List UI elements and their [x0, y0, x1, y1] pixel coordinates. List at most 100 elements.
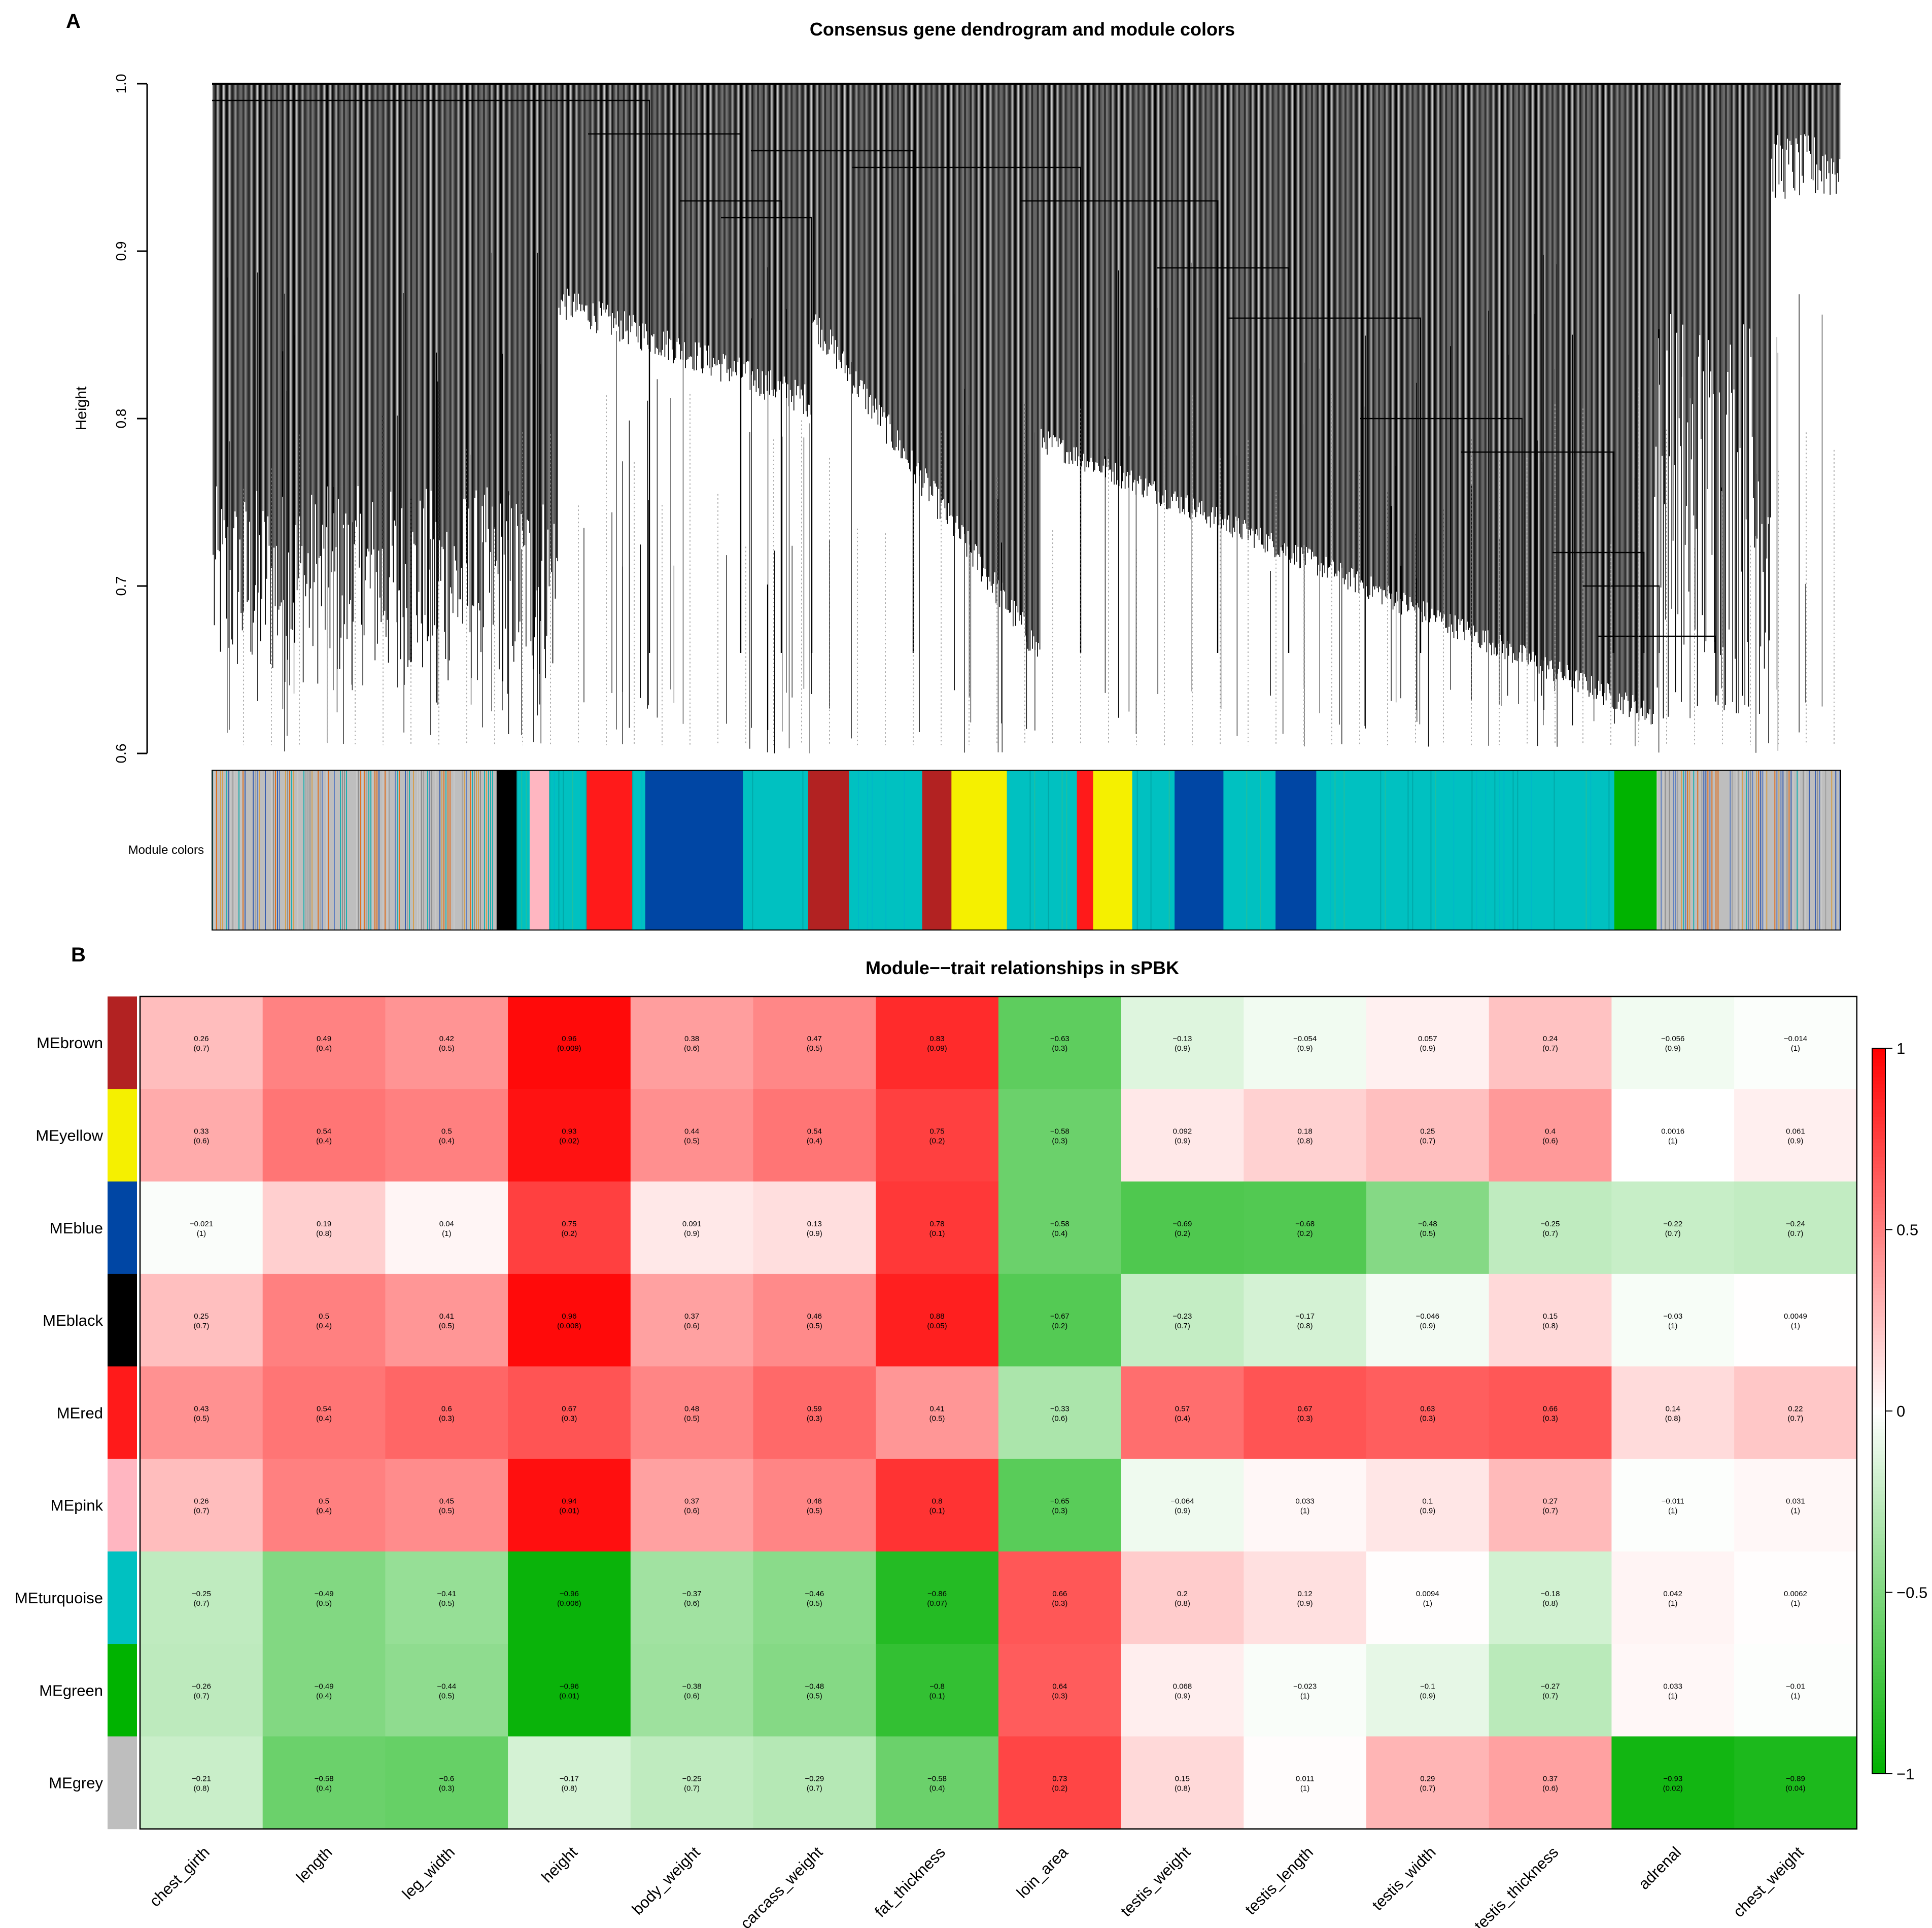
cell-pvalue-label: (0.4) — [929, 1784, 945, 1793]
cell-correlation-label: −0.25 — [682, 1775, 702, 1783]
color-scale-step — [1872, 1552, 1885, 1557]
color-scale-step — [1872, 1229, 1885, 1234]
module-band-stripe — [307, 770, 308, 930]
module-band-stripe — [1453, 770, 1455, 930]
module-band-brown — [922, 770, 952, 930]
cell-pvalue-label: (0.9) — [1175, 1137, 1190, 1146]
module-band-stripe — [1499, 770, 1500, 930]
cell-correlation-label: −0.48 — [805, 1682, 824, 1691]
cell-pvalue-label: (0.3) — [439, 1784, 455, 1793]
module-band-stripe — [496, 770, 497, 930]
cell-correlation-label: −0.46 — [805, 1590, 824, 1598]
module-band-stripe — [419, 770, 420, 930]
cell-pvalue-label: (0.7) — [193, 1692, 209, 1700]
color-scale-step — [1872, 1055, 1885, 1060]
cell-correlation-label: 0.068 — [1173, 1682, 1192, 1691]
module-band-stripe — [399, 770, 400, 930]
cell-correlation-label: 0.25 — [194, 1312, 209, 1321]
cell-pvalue-label: (1) — [1668, 1507, 1677, 1516]
heatmap-cell — [385, 1089, 508, 1182]
heatmap-cell — [753, 1644, 876, 1737]
heatmap-cell — [1244, 1644, 1367, 1737]
color-scale-step — [1872, 1614, 1885, 1619]
module-band-stripe — [1809, 770, 1810, 930]
cell-correlation-label: 0.75 — [929, 1127, 944, 1136]
heatmap-cell — [385, 1273, 508, 1367]
color-scale-step — [1872, 1110, 1885, 1114]
cell-pvalue-label: (0.7) — [1787, 1414, 1803, 1423]
cell-correlation-label: 0.45 — [439, 1497, 454, 1506]
color-scale-step — [1872, 1672, 1885, 1676]
heatmap-cell — [385, 1644, 508, 1737]
color-scale-step — [1872, 1501, 1885, 1506]
module-band-turquoise — [743, 770, 809, 930]
module-band-stripe — [387, 770, 388, 930]
color-scale-step — [1872, 1378, 1885, 1383]
module-band-stripe — [385, 770, 386, 930]
heatmap-cell — [385, 1181, 508, 1275]
cell-pvalue-label: (1) — [1300, 1507, 1309, 1516]
heatmap-cell — [508, 996, 631, 1089]
module-band-stripe — [378, 770, 380, 930]
cell-pvalue-label: (0.7) — [193, 1044, 209, 1053]
module-band-stripe — [1697, 770, 1699, 930]
module-band-stripe — [490, 770, 491, 930]
module-band-stripe — [1717, 770, 1719, 930]
color-scale-step — [1872, 1697, 1885, 1702]
heatmap-cell — [1734, 1089, 1857, 1182]
module-band-stripe — [549, 770, 550, 930]
cell-pvalue-label: (0.02) — [1663, 1784, 1683, 1793]
cell-pvalue-label: (0.5) — [439, 1044, 455, 1053]
cell-correlation-label: 0.59 — [807, 1404, 822, 1413]
module-band-stripe — [1760, 770, 1762, 930]
cell-pvalue-label: (0.008) — [557, 1322, 581, 1330]
module-band-stripe — [1471, 770, 1473, 930]
color-scale-step — [1872, 1251, 1885, 1256]
heatmap-cell — [1734, 1736, 1857, 1830]
module-band-stripe — [1531, 770, 1532, 930]
heatmap-cell — [1366, 1273, 1490, 1367]
module-band-stripe — [1693, 770, 1695, 930]
module-band-stripe — [287, 770, 288, 930]
color-scale-step — [1872, 1182, 1885, 1187]
color-scale-step — [1872, 1429, 1885, 1433]
cell-correlation-label: 0.54 — [807, 1127, 822, 1136]
module-band-stripe — [1407, 770, 1409, 930]
color-scale-step — [1872, 1574, 1885, 1578]
heatmap-cell — [1611, 1551, 1735, 1644]
color-scale-step — [1872, 1422, 1885, 1426]
cell-pvalue-label: (0.4) — [439, 1137, 455, 1146]
module-band-stripe — [226, 770, 227, 930]
module-band-stripe — [245, 770, 246, 930]
module-band-stripe — [1343, 770, 1345, 930]
cell-pvalue-label: (0.7) — [193, 1599, 209, 1608]
color-scale-step — [1872, 1360, 1885, 1364]
row-swatch-black — [108, 1273, 137, 1367]
cell-pvalue-label: (1) — [1300, 1692, 1309, 1700]
module-band-stripe — [1819, 770, 1820, 930]
heatmap-cell — [753, 1736, 876, 1830]
color-scale-step — [1872, 1186, 1885, 1190]
heatmap-cell — [262, 1181, 386, 1275]
color-scale-step — [1872, 1048, 1885, 1052]
cell-pvalue-label: (0.7) — [1542, 1507, 1558, 1516]
color-scale-step — [1872, 1650, 1885, 1655]
module-band-stripe — [1029, 770, 1031, 930]
module-band-stripe — [1732, 770, 1733, 930]
heatmap-cell — [1121, 1273, 1244, 1367]
color-scale-step — [1872, 1432, 1885, 1437]
cell-pvalue-label: (0.1) — [929, 1692, 945, 1700]
heatmap-cell — [1489, 1273, 1612, 1367]
cell-pvalue-label: (0.09) — [927, 1044, 947, 1053]
heatmap-cell — [1366, 1644, 1490, 1737]
color-scale-step — [1872, 1269, 1885, 1273]
cell-pvalue-label: (1) — [197, 1229, 206, 1238]
color-scale-step — [1872, 1226, 1885, 1230]
dendrogram-y-axis: 0.6 0.7 0.8 0.9 1.0 — [113, 74, 148, 763]
module-band-stripe — [1797, 770, 1798, 930]
color-scale-step — [1872, 1338, 1885, 1342]
module-band-stripe — [273, 770, 274, 930]
module-band-stripe — [572, 770, 573, 930]
cell-correlation-label: −0.58 — [1050, 1220, 1070, 1228]
heatmap-cell — [630, 1644, 753, 1737]
